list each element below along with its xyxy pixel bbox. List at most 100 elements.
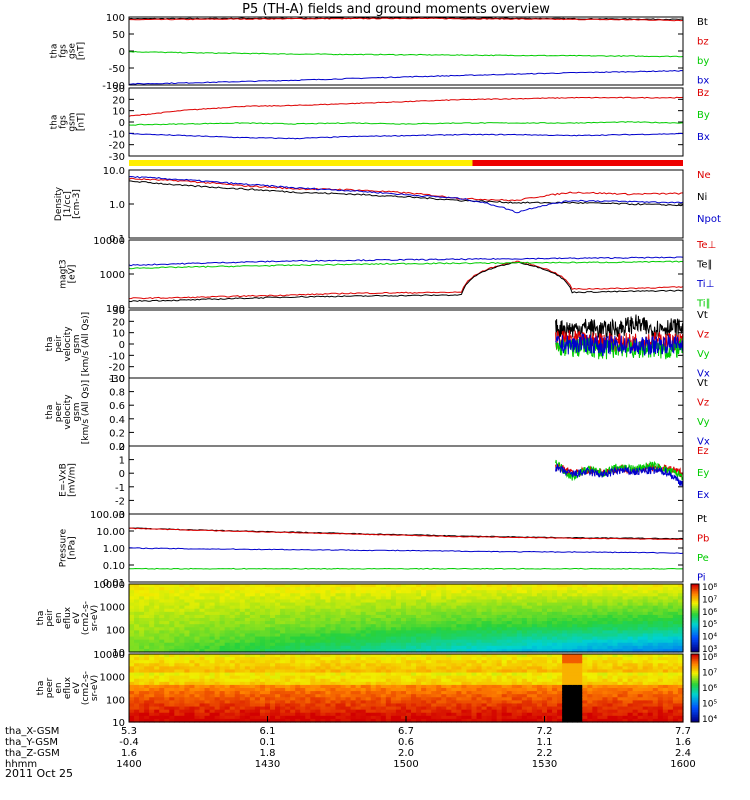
heat-cell (536, 684, 543, 689)
heat-cell (567, 684, 573, 689)
heat-cell (562, 608, 568, 613)
heat-cell (360, 633, 367, 638)
heat-cell (592, 672, 598, 677)
heat-cell (547, 618, 553, 622)
heat-cell (345, 611, 352, 616)
heat-cell (617, 596, 624, 601)
heat-cell (466, 657, 473, 661)
heat-cell (602, 627, 609, 631)
heat-cell (622, 684, 629, 689)
heat-cell (677, 602, 684, 607)
heat-cell (159, 608, 165, 613)
heat-cell (486, 688, 493, 692)
y-axis-label-line: eflux (63, 676, 73, 699)
heat-cell (129, 633, 135, 638)
heat-cell (335, 666, 342, 671)
heat-cell (632, 672, 639, 677)
heat-cell (416, 654, 422, 658)
heat-cell (295, 599, 301, 604)
heat-cell (592, 666, 598, 671)
heat-cell (572, 642, 578, 647)
heat-cell (244, 697, 251, 701)
heat-cell (395, 675, 402, 680)
heat-cell (199, 691, 206, 695)
heat-cell (169, 599, 175, 604)
heat-cell (536, 593, 543, 597)
y-axis-label-line: [nT] (77, 42, 87, 60)
heat-cell (582, 663, 588, 667)
heat-cell (164, 694, 170, 698)
heat-cell (280, 587, 286, 591)
heat-cell (557, 630, 563, 635)
heat-cell (516, 593, 523, 597)
heat-cell (466, 654, 473, 658)
heat-cell (164, 703, 170, 708)
heat-cell (335, 593, 342, 597)
heat-cell (385, 648, 392, 653)
heat-cell (330, 605, 337, 610)
heat-cell (486, 715, 493, 720)
heat-cell (390, 691, 397, 695)
heat-cell (189, 584, 196, 588)
heat-cell (547, 663, 553, 667)
heat-cell (597, 624, 604, 628)
heat-cell (602, 672, 609, 677)
heat-cell (400, 614, 407, 619)
heat-cell (461, 709, 468, 714)
heat-cell (395, 666, 402, 671)
heat-cell (496, 688, 503, 692)
heat-cell (456, 660, 462, 664)
heat-cell (436, 596, 442, 601)
heat-cell (350, 636, 357, 641)
heat-cell (441, 608, 447, 613)
heat-cell (496, 602, 503, 607)
heat-cell (335, 614, 342, 619)
heat-cell (229, 703, 236, 708)
heat-cell (335, 639, 342, 644)
heat-cell (612, 675, 619, 680)
heat-cell (144, 684, 150, 689)
heat-cell (320, 605, 327, 610)
heat-cell (355, 639, 362, 644)
heat-cell (184, 599, 191, 604)
heat-cell (239, 675, 246, 680)
heat-cell (531, 700, 538, 705)
heat-cell (446, 660, 452, 664)
heat-cell (637, 697, 644, 701)
heat-cell (380, 593, 387, 597)
heat-cell (547, 700, 553, 705)
heat-cell (234, 584, 241, 588)
heat-cell (315, 684, 321, 689)
heat-cell (159, 678, 165, 683)
heat-cell (315, 688, 321, 692)
heat-cell (325, 587, 332, 591)
heat-cell (441, 712, 447, 717)
heat-cell (441, 611, 447, 616)
heat-cell (285, 645, 291, 650)
heat-cell (300, 642, 306, 647)
heat-cell (647, 611, 654, 616)
heat-cell (390, 621, 397, 625)
heat-cell (139, 672, 145, 677)
heat-cell (259, 700, 266, 705)
heat-cell (597, 681, 604, 686)
heat-cell (471, 691, 478, 695)
heat-cell (567, 718, 573, 723)
heat-cell (531, 590, 538, 594)
heat-cell (481, 709, 488, 714)
heat-cell (526, 642, 533, 647)
heat-cell (657, 630, 664, 635)
heat-cell (184, 630, 191, 635)
heat-cell (486, 636, 493, 641)
heat-cell (199, 697, 206, 701)
legend-entry: Npot (697, 214, 721, 225)
heat-cell (667, 614, 674, 619)
heat-cell (441, 618, 447, 622)
heat-cell (597, 678, 604, 683)
heat-cell (511, 709, 518, 714)
heat-cell (557, 614, 563, 619)
heat-cell (667, 605, 674, 610)
heat-cell (592, 624, 598, 628)
heat-cell (451, 718, 457, 723)
heat-cell (411, 621, 417, 625)
